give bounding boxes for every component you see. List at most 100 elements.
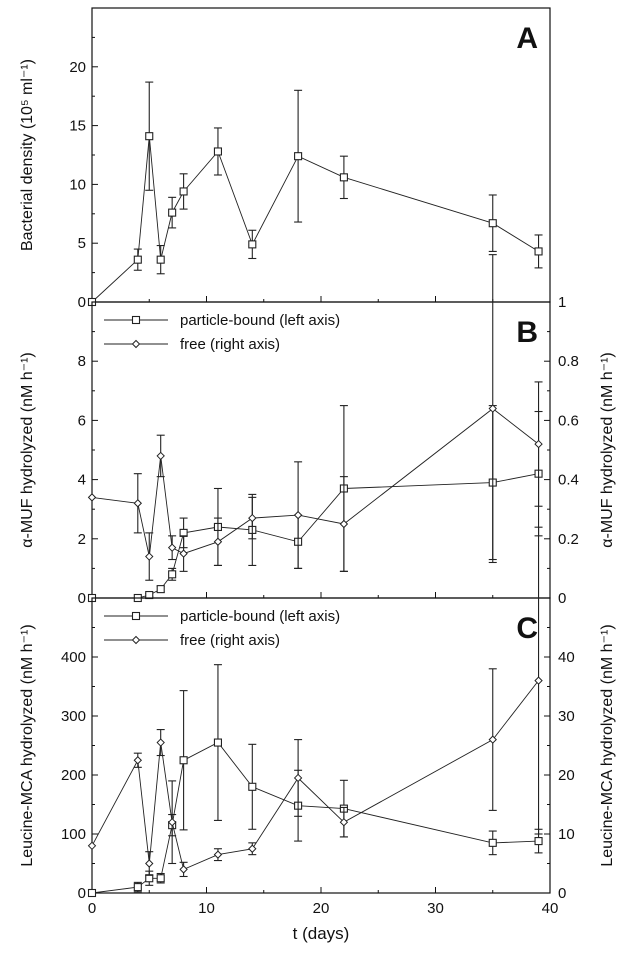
y-right-axis-label: α-MUF hydrolyzed (nM h⁻¹) [599, 352, 616, 548]
y-right-tick-label: 0.2 [558, 531, 579, 548]
data-point-diamond [293, 773, 303, 783]
data-point-square [168, 208, 177, 217]
data-point-square [179, 187, 188, 196]
y-right-tick-label: 10 [558, 826, 575, 843]
legend-marker-square [131, 315, 141, 325]
data-point-diamond [534, 439, 543, 449]
data-point-square [168, 570, 177, 579]
data-point-square [213, 738, 222, 747]
data-point-diamond [133, 499, 143, 508]
series-line [91, 680, 539, 871]
y-tick-label: 0 [78, 294, 86, 311]
data-point-square [156, 255, 165, 264]
y-tick-label: 400 [61, 649, 86, 666]
legend-label: free (right axis) [180, 632, 280, 649]
y-right-tick-label: 0 [558, 885, 566, 902]
data-point-diamond [248, 844, 257, 853]
series-free [87, 254, 543, 581]
legend-marker-diamond [131, 635, 141, 645]
data-point-diamond [488, 735, 497, 744]
panel-b: 0 2 4 6 8 0 0.2 0.4 0.6 0.8 1 α-MUF hydrolyzed (nM … [19, 254, 616, 607]
y-right-tick-label: 0.8 [558, 353, 579, 370]
y-right-tick-label: 0.4 [558, 472, 579, 489]
data-point-square [248, 782, 257, 791]
data-point-square [156, 874, 165, 883]
legend: particle-bound (left axis) free (right ax… [104, 608, 340, 649]
legend-label: free (right axis) [180, 336, 280, 353]
data-point-diamond [145, 552, 154, 561]
legend-label: particle-bound (left axis) [180, 312, 340, 329]
y-right-axis-label: Leucine-MCA hydrolyzed (nM h⁻¹) [599, 624, 616, 866]
panel-letter: A [516, 22, 538, 55]
x-tick-label: 10 [198, 900, 215, 917]
legend-marker-diamond [131, 339, 141, 349]
panel-letter: B [516, 316, 538, 349]
y-axis-label: Leucine-MCA hydrolyzed (nM h⁻¹) [19, 624, 36, 866]
data-point-diamond [133, 756, 143, 765]
series-particle-bound [87, 664, 543, 898]
data-point-square [87, 888, 97, 898]
legend-marker-square [131, 611, 141, 621]
data-point-diamond [213, 850, 223, 859]
series-particle-bound [87, 81, 543, 307]
y-tick-label: 5 [78, 235, 86, 252]
data-point-diamond [248, 513, 257, 523]
y-tick-label: 20 [69, 59, 86, 76]
y-right-tick-label: 0.6 [558, 412, 579, 429]
x-tick-label: 40 [542, 900, 559, 917]
y-tick-label: 6 [78, 412, 86, 429]
y-right-tick-label: 0 [558, 590, 566, 607]
data-point-diamond [87, 841, 97, 851]
panel-letter: C [516, 612, 538, 645]
y-right-tick-label: 30 [558, 708, 575, 725]
y-right-tick-label: 20 [558, 767, 575, 784]
y-axis-label: α-MUF hydrolyzed (nM h⁻¹) [19, 352, 36, 548]
data-point-square [213, 147, 222, 156]
x-tick-label: 30 [427, 900, 444, 917]
data-point-square [534, 247, 543, 256]
data-point-square [339, 173, 348, 182]
data-point-diamond [213, 537, 223, 546]
data-point-diamond [156, 451, 165, 461]
data-point-square [179, 756, 188, 765]
data-point-diamond [179, 865, 188, 874]
data-point-diamond [339, 817, 349, 827]
y-tick-label: 4 [78, 472, 86, 489]
legend-label: particle-bound (left axis) [180, 608, 340, 625]
data-point-square [145, 132, 154, 141]
series-particle-bound [87, 405, 543, 603]
series-line [91, 136, 539, 303]
data-point-diamond [87, 493, 97, 502]
y-right-tick-label: 1 [558, 294, 566, 311]
y-tick-label: 0 [78, 590, 86, 607]
data-point-square [488, 838, 497, 847]
y-tick-label: 300 [61, 708, 86, 725]
y-tick-label: 200 [61, 767, 86, 784]
panel-a: 0 5 10 15 20 Bacterial density (10⁵ ml⁻¹) A [19, 7, 551, 311]
y-tick-label: 100 [61, 826, 86, 843]
y-tick-label: 10 [69, 176, 86, 193]
data-point-square [156, 585, 165, 594]
x-axis-label: t (days) [293, 924, 350, 943]
data-point-diamond [179, 549, 188, 558]
series-free [87, 526, 543, 878]
data-point-diamond [167, 817, 177, 827]
data-point-square [294, 152, 303, 161]
data-point-diamond [293, 510, 303, 520]
data-point-square [133, 255, 142, 264]
y-tick-label: 8 [78, 353, 86, 370]
data-point-diamond [339, 519, 349, 529]
data-point-square [133, 883, 142, 892]
data-point-diamond [534, 676, 543, 685]
x-tick-label: 20 [313, 900, 330, 917]
y-axis-label: Bacterial density (10⁵ ml⁻¹) [19, 59, 36, 251]
y-tick-label: 15 [69, 118, 86, 135]
series-line [91, 408, 539, 557]
data-point-diamond [145, 859, 154, 868]
legend: particle-bound (left axis) free (right ax… [104, 312, 340, 353]
data-point-square [534, 837, 543, 846]
y-right-tick-label: 40 [558, 649, 575, 666]
data-point-square [488, 219, 497, 228]
x-tick-label: 0 [88, 900, 96, 917]
